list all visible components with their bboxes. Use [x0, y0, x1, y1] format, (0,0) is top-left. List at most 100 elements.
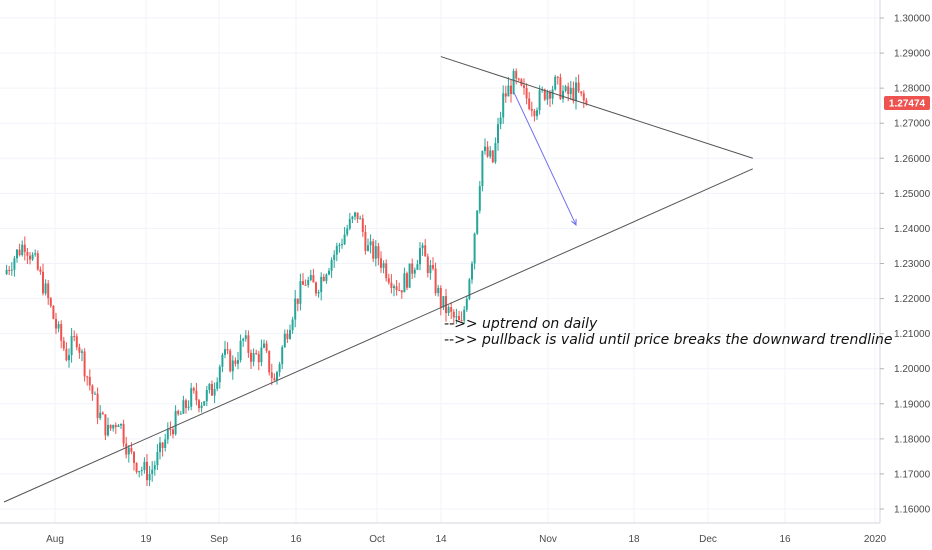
y-tick-label: 1.19000: [894, 399, 931, 410]
candle-body: [169, 429, 172, 431]
candle-body: [390, 282, 393, 288]
time-axis: Aug 19 Sep 16 Oct 14 Nov 18 Dec 16 2020: [46, 534, 886, 545]
candle-body: [185, 400, 187, 408]
candle-body: [473, 233, 476, 264]
candle-body: [70, 336, 73, 356]
candle-body: [372, 241, 375, 259]
candle-body: [127, 447, 130, 455]
candle-body: [44, 283, 47, 294]
candle-body: [138, 471, 141, 473]
y-tick-label: 1.27000: [894, 119, 931, 130]
candle-body: [151, 469, 154, 474]
candle-body: [517, 78, 520, 80]
candle-body: [450, 307, 453, 312]
annotation-pullback: -->> pullback is valid until price break…: [444, 332, 893, 348]
candle-body: [36, 253, 39, 270]
candle-body: [81, 351, 83, 353]
candle-body: [575, 82, 577, 101]
candle-body: [234, 360, 237, 364]
candle-body: [203, 401, 206, 406]
annotation-uptrend: -->> uptrend on daily: [444, 316, 598, 332]
candle-body: [468, 279, 471, 299]
candle-body: [68, 355, 70, 361]
candle-body: [60, 324, 63, 341]
candle-body: [580, 91, 583, 94]
x-tick-label: Oct: [369, 534, 385, 545]
candle-body: [546, 92, 549, 100]
candle-body: [460, 320, 463, 322]
y-tick-label: 1.25000: [894, 189, 931, 200]
candle-body: [10, 269, 13, 271]
y-tick-label: 1.23000: [894, 259, 931, 270]
candle-body: [174, 411, 177, 435]
candle-body: [244, 335, 247, 339]
candle-body: [330, 260, 333, 271]
candle-body: [403, 273, 406, 293]
candle-body: [281, 347, 284, 364]
candle-body: [156, 452, 159, 466]
candle-body: [328, 270, 330, 275]
candle-body: [99, 412, 102, 419]
trendlines-layer: [3, 56, 754, 503]
candle-body: [335, 245, 338, 255]
candle-body: [538, 90, 541, 111]
candle-body: [224, 349, 226, 355]
candle-body: [380, 258, 382, 268]
candle-body: [585, 100, 588, 105]
candle-body: [247, 335, 250, 353]
candle-body: [562, 90, 564, 99]
candle-body: [489, 150, 492, 157]
projection-arrow-head: [571, 218, 577, 226]
candle-body: [476, 210, 479, 234]
candle-body: [491, 150, 494, 163]
candle-body: [494, 143, 497, 163]
candle-body: [374, 246, 377, 259]
candle-body: [455, 316, 458, 318]
candle-body: [432, 265, 434, 269]
candle-body: [497, 124, 499, 144]
candle-body: [96, 393, 99, 419]
candle-body: [78, 347, 81, 353]
y-tick-label: 1.17000: [894, 469, 931, 480]
candle-body: [88, 376, 91, 386]
candle-body: [346, 228, 349, 235]
y-tick-label: 1.29000: [894, 49, 931, 60]
candle-body: [109, 424, 112, 429]
candle-body: [549, 92, 551, 99]
current-price-tag: [884, 96, 930, 110]
candle-body: [42, 271, 44, 294]
y-tick-label: 1.20000: [894, 364, 931, 375]
candle-body: [525, 87, 528, 99]
candle-body: [8, 269, 11, 271]
candle-body: [117, 425, 120, 427]
candle-body: [270, 372, 273, 379]
x-tick-label: 14: [435, 534, 447, 545]
candle-body: [218, 366, 221, 383]
candle-body: [445, 296, 447, 313]
x-tick-label: 2020: [864, 534, 887, 545]
candle-body: [177, 411, 180, 415]
y-tick-label: 1.24000: [894, 224, 931, 235]
candle-body: [23, 244, 26, 252]
candle-body: [49, 298, 52, 306]
y-tick-label: 1.16000: [894, 505, 931, 516]
candle-body: [133, 451, 135, 463]
candle-body: [499, 117, 502, 125]
candle-body: [554, 76, 557, 90]
current-price-label: 1.27474: [884, 96, 930, 110]
candle-body: [239, 340, 242, 361]
candle-body: [291, 319, 294, 331]
candle-body: [543, 89, 546, 100]
candle-body: [114, 425, 117, 427]
candle-body: [143, 461, 146, 470]
candle-body: [351, 216, 354, 220]
candle-body: [385, 263, 388, 279]
candle-body: [34, 253, 37, 255]
y-tick-label: 1.30000: [894, 14, 931, 25]
candle-body: [211, 383, 213, 396]
candle-body: [276, 372, 278, 381]
candle-body: [333, 254, 336, 261]
candle-body: [478, 186, 481, 211]
candle-body: [273, 378, 276, 381]
